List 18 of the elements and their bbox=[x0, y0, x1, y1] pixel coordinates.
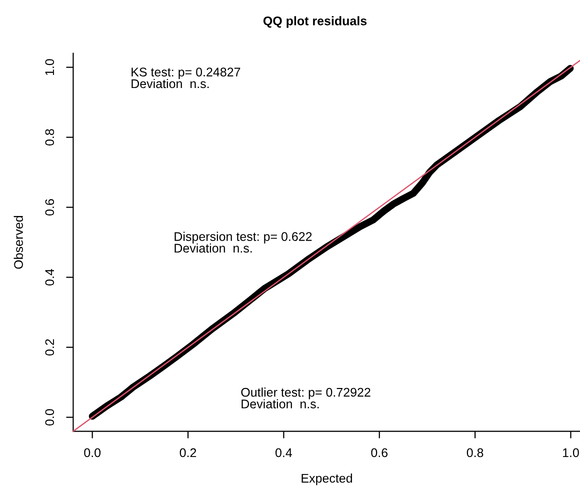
annotation: Outlier test: p= 0.72922 Deviation n.s. bbox=[241, 388, 370, 408]
annotation: KS test: p= 0.24827 Deviation n.s. bbox=[132, 68, 240, 88]
annotation: Dispersion test: p= 0.622 Deviation n.s. bbox=[174, 232, 312, 253]
x-axis-title: Expected bbox=[302, 474, 352, 486]
y-tick-label: 0.4 bbox=[45, 268, 54, 286]
y-tick-label: 0.0 bbox=[45, 409, 54, 426]
y-tick-label: 1.0 bbox=[45, 59, 54, 76]
chart-title: QQ plot residuals bbox=[263, 16, 367, 28]
x-tick-label: 0.8 bbox=[466, 448, 484, 458]
x-tick-label: 0.2 bbox=[180, 448, 196, 458]
x-tick-label: 1.0 bbox=[563, 448, 579, 458]
y-tick-label: 0.6 bbox=[45, 199, 54, 216]
x-tick-label: 0.0 bbox=[84, 448, 101, 458]
x-tick-label: 0.6 bbox=[371, 448, 388, 458]
y-tick-label: 0.8 bbox=[45, 129, 54, 146]
y-axis-title: Observed bbox=[14, 216, 23, 269]
y-tick-label: 0.2 bbox=[45, 339, 54, 356]
x-tick-label: 0.4 bbox=[275, 448, 292, 458]
